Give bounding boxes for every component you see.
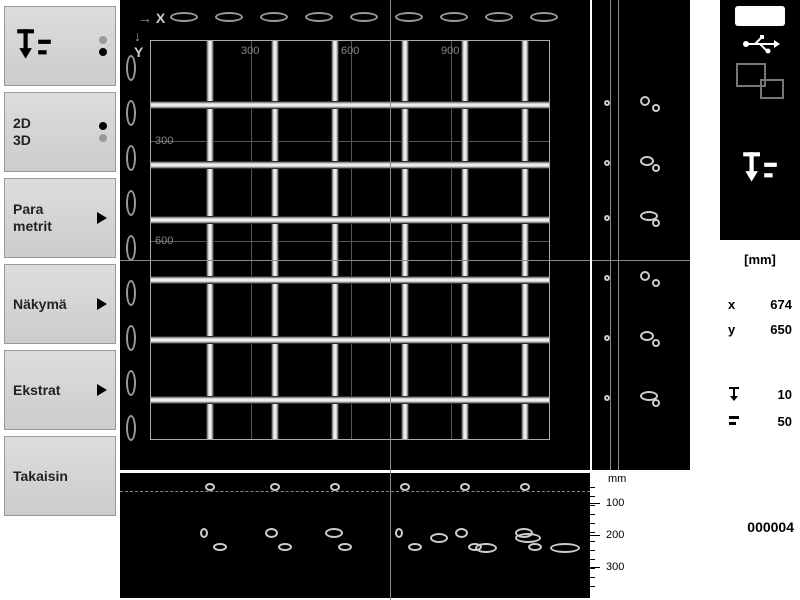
left-menu-panel: 2D 3D Para metrit Näkymä Ekstrat Takaisi… xyxy=(0,0,120,600)
side-ruler xyxy=(690,0,720,470)
side-section-view[interactable] xyxy=(590,0,690,470)
file-number: 000004 xyxy=(726,519,794,535)
mode-dot xyxy=(99,48,107,56)
depth-ruler: mm100200300 xyxy=(590,473,690,598)
mode-dot xyxy=(99,36,107,44)
mode-dot xyxy=(99,134,107,142)
parameters-button[interactable]: Para metrit xyxy=(4,178,116,258)
depth-mode-icon xyxy=(739,148,781,190)
memory-icon xyxy=(735,62,785,102)
bottom-section-view[interactable] xyxy=(120,473,590,598)
chevron-right-icon xyxy=(97,384,107,396)
diameter-icon-small xyxy=(728,414,740,429)
view-button[interactable]: Näkymä xyxy=(4,264,116,344)
readout-panel: [mm] x 674 y 650 10 50 000004 xyxy=(720,240,800,600)
3d-label: 3D xyxy=(13,132,31,149)
2d-3d-button[interactable]: 2D 3D xyxy=(4,92,116,172)
depth-button[interactable] xyxy=(4,6,116,86)
back-label: Takaisin xyxy=(13,468,68,485)
x-value: 674 xyxy=(770,297,792,312)
back-button[interactable]: Takaisin xyxy=(4,436,116,516)
mode-dot xyxy=(99,122,107,130)
depth-icon-small xyxy=(728,387,740,404)
diameter-value: 50 xyxy=(778,414,792,429)
usb-icon xyxy=(740,34,780,54)
y-value: 650 xyxy=(770,322,792,337)
extras-label: Ekstrat xyxy=(13,382,60,399)
depth-value: 10 xyxy=(778,387,792,404)
depth-icon xyxy=(13,25,55,67)
2d-label: 2D xyxy=(13,115,31,132)
unit-label: [mm] xyxy=(726,252,794,267)
scan-area: → X↓Y300300600600900900 mm100200300 xyxy=(120,0,720,600)
status-icons xyxy=(720,0,800,240)
chevron-right-icon xyxy=(97,212,107,224)
battery-icon xyxy=(735,6,785,26)
chevron-right-icon xyxy=(97,298,107,310)
parameters-label: Para metrit xyxy=(13,201,52,235)
main-scan-view[interactable]: → X↓Y300300600600900900 xyxy=(120,0,590,470)
view-label: Näkymä xyxy=(13,296,67,313)
y-label: y xyxy=(728,322,735,337)
extras-button[interactable]: Ekstrat xyxy=(4,350,116,430)
right-status-panel: [mm] x 674 y 650 10 50 000004 xyxy=(720,0,800,600)
x-label: x xyxy=(728,297,735,312)
